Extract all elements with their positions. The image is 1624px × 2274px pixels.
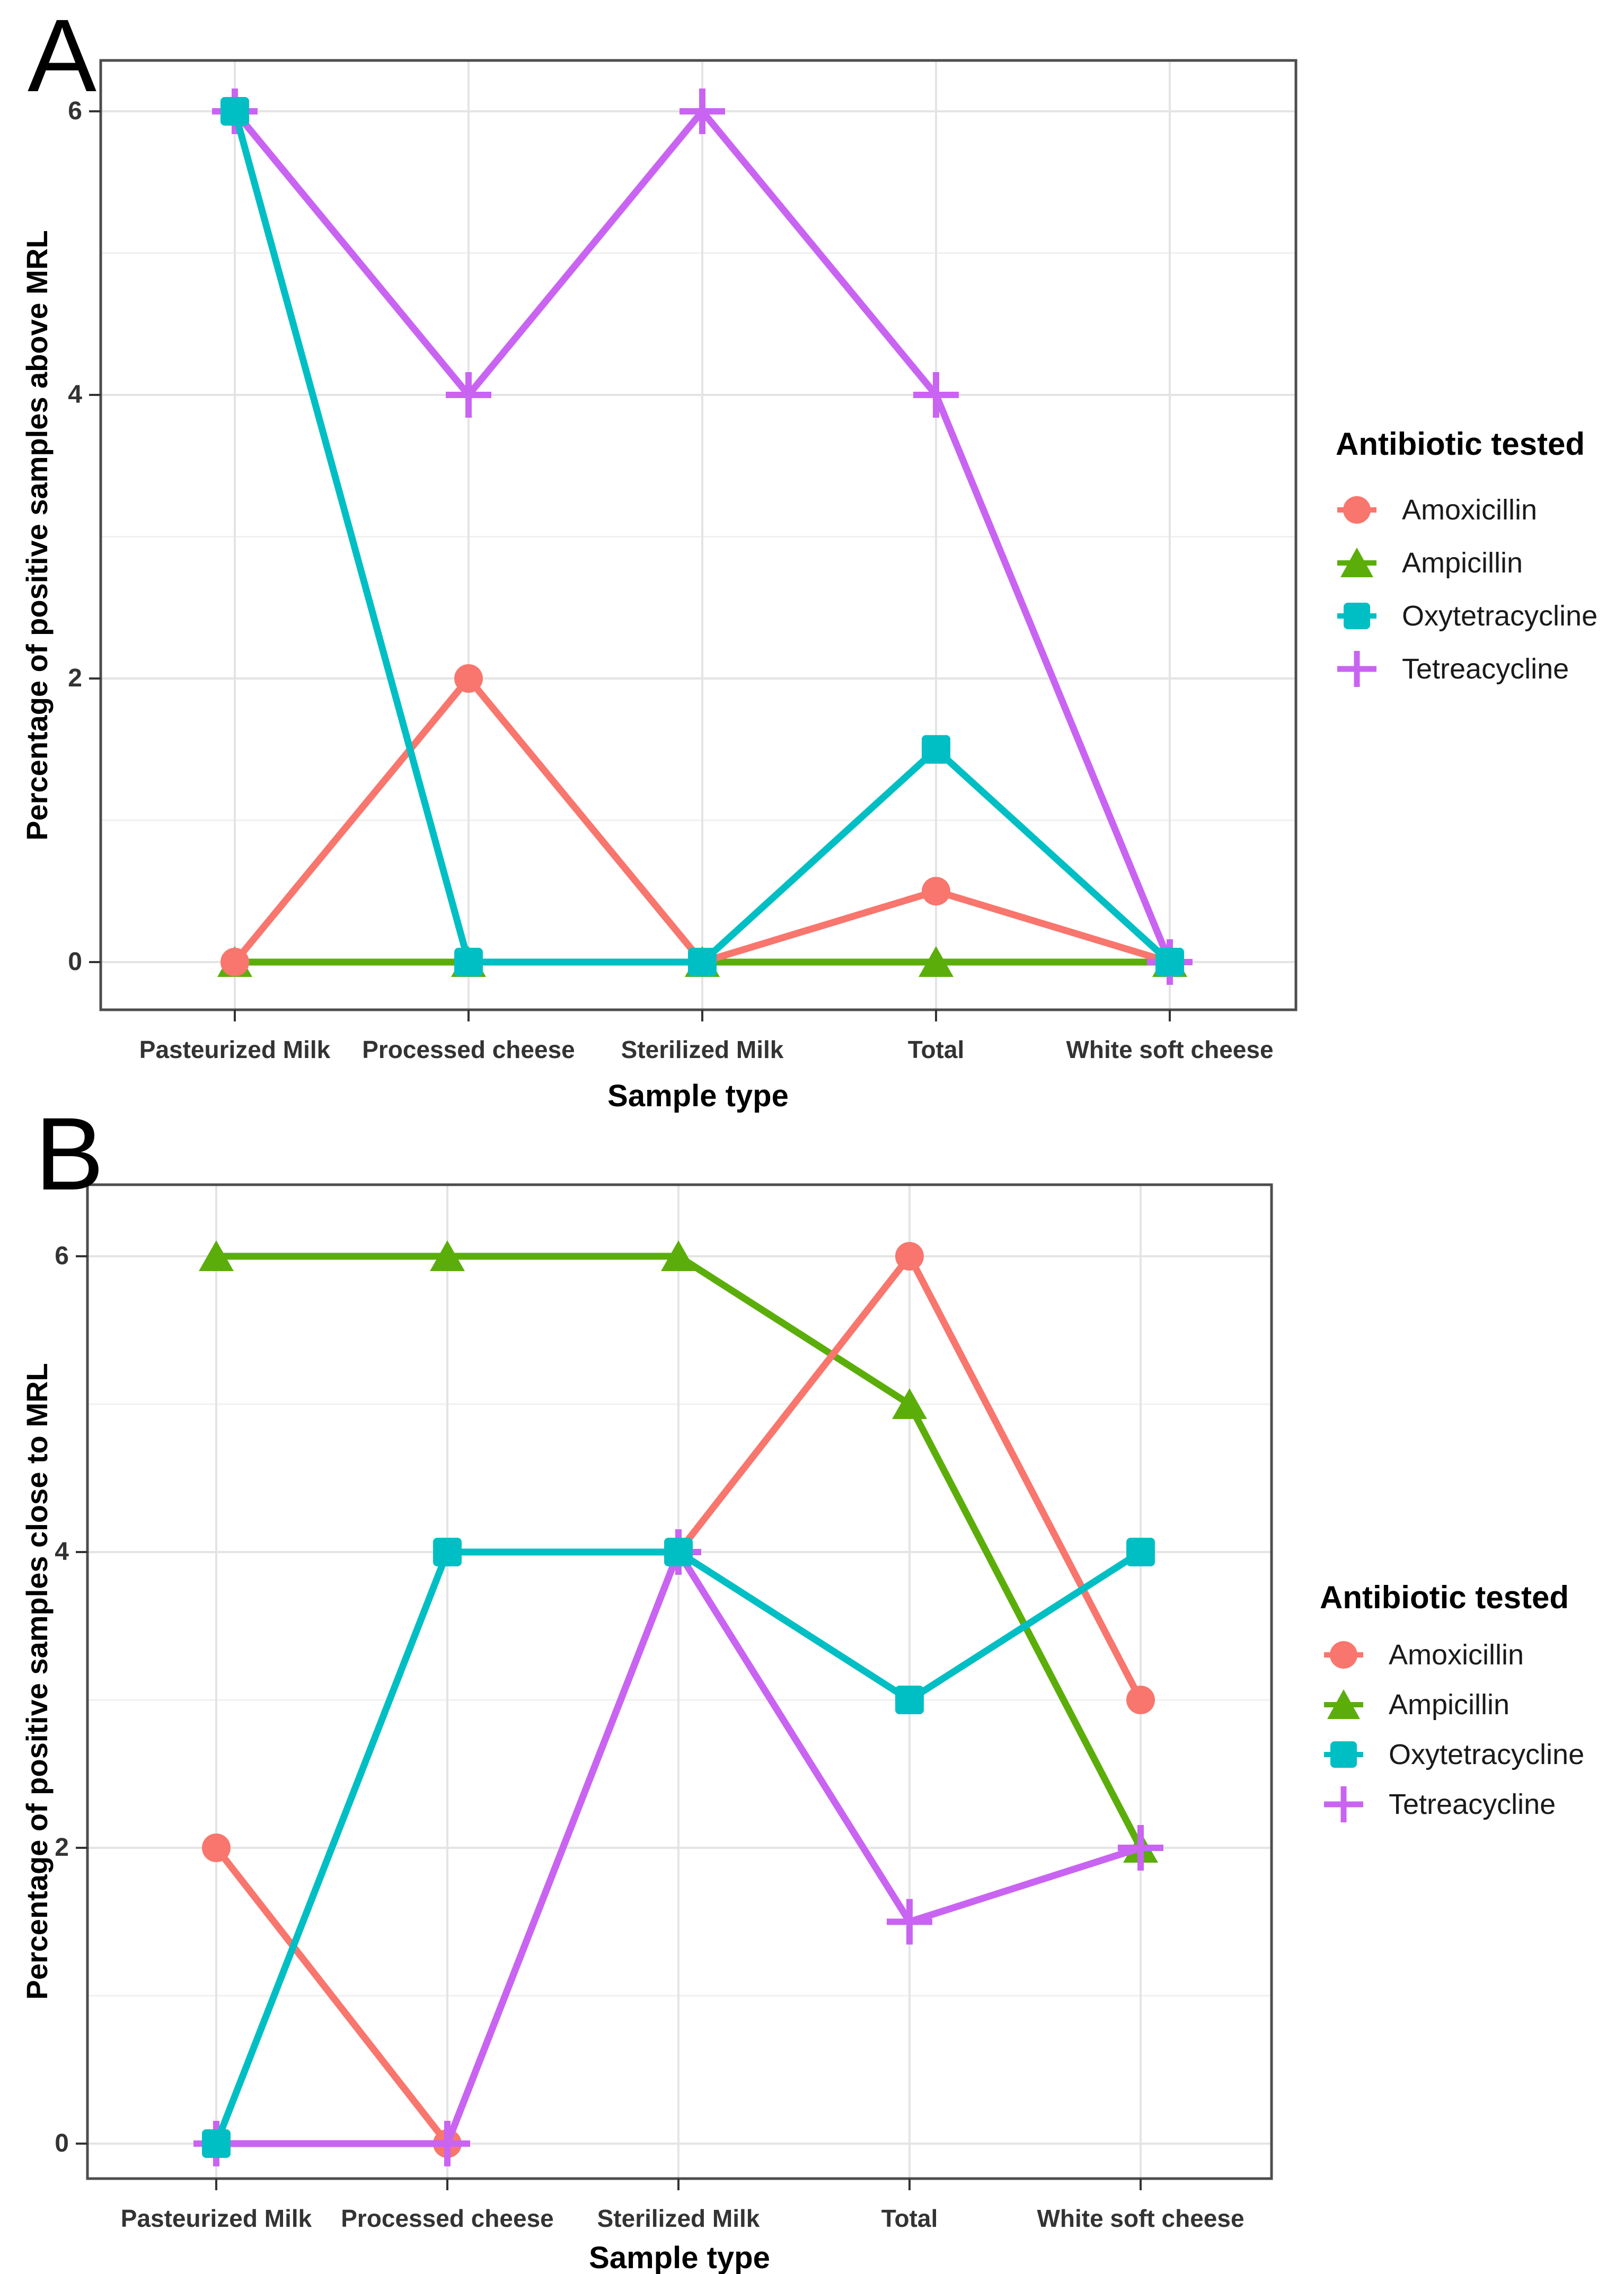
panel-a-letter: A bbox=[28, 0, 97, 113]
panel-a-ytick-0: 0 bbox=[68, 948, 82, 976]
tetreacycline-plus-marker bbox=[1118, 1825, 1163, 1871]
panel-b-legend: Antibiotic tested Amoxicillin Ampicillin… bbox=[1312, 1569, 1624, 1850]
panel-a-y-axis-title: Percentage of positive samples above MRL bbox=[20, 230, 54, 841]
panel-a-xtick-processed-cheese: Processed cheese bbox=[362, 1036, 575, 1063]
panel-a-ytick-2: 2 bbox=[68, 664, 82, 692]
panel-b-xtick-sterilized-milk: Sterilized Milk bbox=[597, 2205, 760, 2232]
panel-a-legend-title: Antibiotic tested bbox=[1336, 426, 1585, 462]
legend-label-oxytetracycline: Oxytetracycline bbox=[1389, 1739, 1585, 1770]
legend-item-oxytetracycline: Oxytetracycline bbox=[1312, 1736, 1624, 1773]
tetreacycline-plus-marker bbox=[425, 2121, 470, 2166]
oxytetracycline-square-marker bbox=[202, 2129, 231, 2158]
panel-a-chart-canvas bbox=[89, 59, 1298, 1021]
ampicillin-triangle-marker bbox=[919, 946, 954, 977]
oxytetracycline-square-marker bbox=[688, 948, 717, 976]
oxytetracycline-square-marker bbox=[1126, 1538, 1155, 1566]
panel-b-ytick-6: 6 bbox=[55, 1242, 69, 1270]
legend-label-ampicillin: Ampicillin bbox=[1389, 1689, 1510, 1721]
tetreacycline-plus-key-icon bbox=[1324, 1786, 1363, 1822]
oxytetracycline-square-marker bbox=[433, 1538, 462, 1566]
ampicillin-triangle-marker bbox=[199, 1240, 234, 1271]
amoxicillin-circle-marker bbox=[454, 664, 483, 693]
panel-a-ytick-6: 6 bbox=[68, 97, 82, 125]
amoxicillin-circle-key-icon bbox=[1337, 496, 1376, 524]
tetreacycline-plus-marker bbox=[913, 372, 959, 418]
legend-item-oxytetracycline: Oxytetracycline bbox=[1325, 597, 1624, 634]
tetreacycline-plus-key-icon bbox=[1337, 651, 1376, 687]
panel-a-xtick-pasteurized-milk: Pasteurized Milk bbox=[139, 1036, 331, 1063]
legend-label-amoxicillin: Amoxicillin bbox=[1402, 494, 1538, 526]
ampicillin-triangle-marker bbox=[892, 1388, 927, 1419]
oxytetracycline-square-key-icon bbox=[1324, 1741, 1363, 1768]
panel-a-xtick-white-soft-cheese: White soft cheese bbox=[1066, 1036, 1274, 1063]
panel-a-x-axis-title: Sample type bbox=[607, 1079, 789, 1113]
oxytetracycline-square-marker bbox=[922, 735, 950, 764]
legend-label-amoxicillin: Amoxicillin bbox=[1389, 1639, 1524, 1671]
amoxicillin-circle-marker bbox=[1126, 1686, 1155, 1714]
legend-label-oxytetracycline: Oxytetracycline bbox=[1402, 600, 1598, 632]
ampicillin-triangle-marker bbox=[661, 1240, 696, 1271]
tetreacycline-plus-marker bbox=[679, 89, 725, 134]
panel-b-ytick-4: 4 bbox=[55, 1538, 69, 1566]
ampicillin-triangle-key-icon bbox=[1324, 1689, 1363, 1719]
panel-b-legend-title: Antibiotic tested bbox=[1320, 1580, 1569, 1615]
ampicillin-triangle-key-icon bbox=[1337, 548, 1376, 577]
panel-b-ytick-0: 0 bbox=[55, 2129, 69, 2157]
panel-b-ytick-2: 2 bbox=[55, 1834, 69, 1862]
panel-b-xtick-processed-cheese: Processed cheese bbox=[341, 2205, 554, 2232]
panel-a-ytick-4: 4 bbox=[68, 381, 82, 409]
legend-item-ampicillin: Ampicillin bbox=[1325, 544, 1624, 581]
tetreacycline-plus-marker bbox=[446, 372, 491, 418]
panel-a-xtick-total: Total bbox=[907, 1036, 965, 1063]
amoxicillin-circle-marker bbox=[220, 948, 249, 976]
legend-label-tetreacycline: Tetreacycline bbox=[1389, 1788, 1556, 1820]
panel-b-letter: B bbox=[35, 1096, 104, 1212]
oxytetracycline-square-marker bbox=[454, 948, 483, 976]
legend-item-tetreacycline: Tetreacycline bbox=[1325, 650, 1624, 688]
panel-b-chart-canvas bbox=[76, 1183, 1273, 2190]
oxytetracycline-square-marker bbox=[895, 1686, 924, 1714]
legend-label-tetreacycline: Tetreacycline bbox=[1402, 653, 1569, 685]
panel-b-y-axis-title: Percentage of positive samples close to … bbox=[20, 1363, 54, 2000]
panel-b-series-oxytetracycline bbox=[202, 1538, 1155, 2158]
panel-a-xtick-sterilized-milk: Sterilized Milk bbox=[621, 1036, 784, 1063]
oxytetracycline-square-marker bbox=[664, 1538, 693, 1566]
panel-a-legend: Antibiotic tested Amoxicillin Ampicillin… bbox=[1325, 419, 1624, 705]
amoxicillin-circle-marker bbox=[895, 1242, 924, 1271]
panel-b-series-ampicillin bbox=[199, 1240, 1158, 1863]
oxytetracycline-square-marker bbox=[1155, 948, 1184, 976]
oxytetracycline-square-marker bbox=[220, 97, 249, 126]
amoxicillin-circle-key-icon bbox=[1324, 1641, 1363, 1669]
panel-a-series-tetreacycline bbox=[212, 89, 1193, 985]
panel-b-xtick-pasteurized-milk: Pasteurized Milk bbox=[120, 2205, 312, 2232]
panel-b-x-axis-title: Sample type bbox=[589, 2241, 770, 2274]
legend-label-ampicillin: Ampicillin bbox=[1402, 547, 1523, 579]
legend-item-ampicillin: Ampicillin bbox=[1312, 1686, 1624, 1723]
amoxicillin-circle-marker bbox=[202, 1834, 231, 1862]
panel-a-series-oxytetracycline bbox=[220, 97, 1184, 976]
panel-b-xtick-total: Total bbox=[881, 2205, 938, 2232]
legend-item-amoxicillin: Amoxicillin bbox=[1325, 491, 1624, 528]
panel-b-xtick-white-soft-cheese: White soft cheese bbox=[1037, 2205, 1245, 2232]
legend-item-amoxicillin: Amoxicillin bbox=[1312, 1636, 1624, 1673]
ampicillin-triangle-marker bbox=[430, 1240, 465, 1271]
amoxicillin-circle-marker bbox=[922, 877, 950, 906]
tetreacycline-plus-marker bbox=[887, 1899, 932, 1945]
oxytetracycline-square-key-icon bbox=[1337, 603, 1376, 629]
legend-item-tetreacycline: Tetreacycline bbox=[1312, 1786, 1624, 1823]
